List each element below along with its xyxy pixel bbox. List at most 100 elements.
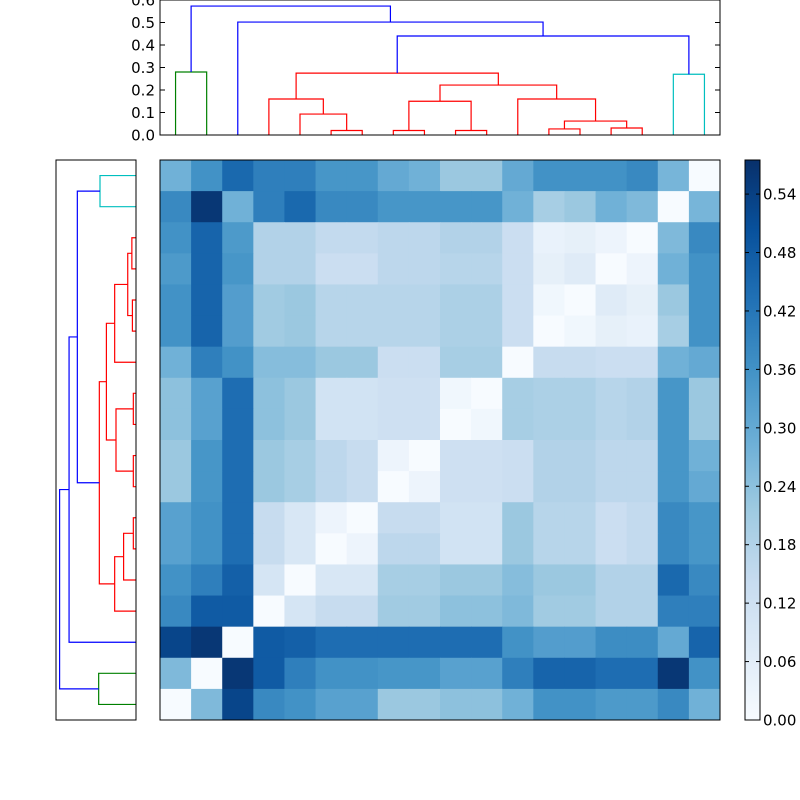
heatmap-cell: [253, 346, 285, 379]
heatmap-cell: [626, 253, 659, 285]
heatmap-cell: [222, 346, 254, 379]
heatmap-cell: [191, 253, 223, 285]
heatmap-cell: [471, 657, 503, 690]
heatmap-cell: [688, 533, 721, 565]
heatmap-cell: [626, 284, 659, 317]
heatmap-cell: [315, 346, 348, 379]
heatmap-cell: [222, 688, 254, 721]
heatmap-cell: [253, 626, 285, 659]
dendrogram-link: [299, 113, 348, 135]
heatmap-cell: [346, 595, 379, 628]
heatmap-cell: [564, 626, 597, 659]
heatmap-cell: [688, 688, 721, 721]
heatmap-cell: [564, 408, 597, 441]
heatmap-cell: [315, 626, 348, 659]
dendrogram-link: [610, 127, 643, 135]
heatmap-cell: [346, 564, 379, 597]
heatmap-cell: [315, 688, 348, 721]
heatmap-cell: [346, 222, 379, 254]
heatmap-cell: [502, 377, 534, 410]
heatmap-cell: [688, 626, 721, 659]
heatmap-cell: [160, 284, 192, 317]
heatmap-cell: [253, 440, 285, 472]
dendrogram-link: [454, 129, 488, 135]
heatmap-cell: [160, 502, 192, 534]
heatmap-cell: [160, 657, 192, 690]
colorbar-tick-label: 0.36: [763, 361, 796, 379]
heatmap-cell: [160, 346, 192, 379]
heatmap-cell: [160, 626, 192, 659]
heatmap-cell: [688, 191, 721, 223]
heatmap-cell: [408, 626, 441, 659]
heatmap-cell: [191, 408, 223, 441]
heatmap-cell: [657, 533, 690, 565]
heatmap-cell: [284, 346, 317, 379]
heatmap-cell: [502, 502, 534, 534]
heatmap-cell: [160, 440, 192, 472]
heatmap-cell: [564, 595, 597, 628]
heatmap-cell: [657, 471, 690, 503]
dendrogram-link: [396, 35, 690, 75]
heatmap-cell: [160, 408, 192, 441]
heatmap-cell: [191, 160, 223, 192]
colorbar-tick-label: 0.48: [763, 244, 796, 262]
heatmap-cell: [160, 564, 192, 597]
row-dendrogram-link: [58, 488, 99, 690]
heatmap-cell: [222, 408, 254, 441]
heatmap-cell: [657, 657, 690, 690]
heatmap-cell: [408, 284, 441, 317]
dendrogram-link: [548, 128, 581, 135]
heatmap-cell: [502, 471, 534, 503]
heatmap-cell: [626, 377, 659, 410]
heatmap-cell: [626, 222, 659, 254]
heatmap-cell: [253, 502, 285, 534]
heatmap-cell: [564, 315, 597, 348]
heatmap-cell: [377, 408, 410, 441]
heatmap-cell: [253, 377, 285, 410]
heatmap-cell: [191, 533, 223, 565]
heatmap-cell: [253, 160, 285, 192]
heatmap-cell: [222, 377, 254, 410]
heatmap-cell: [440, 626, 472, 659]
heatmap-cell: [191, 564, 223, 597]
colorbar-tick-label: 0.24: [763, 478, 796, 496]
heatmap-cell: [688, 408, 721, 441]
heatmap-cell: [471, 408, 503, 441]
heatmap-cell: [533, 346, 565, 379]
heatmap-cell: [222, 284, 254, 317]
heatmap-cell: [533, 222, 565, 254]
row-dendrogram-frame: [55, 159, 137, 721]
heatmap-cell: [253, 471, 285, 503]
heatmap-cell: [284, 502, 317, 534]
dendrogram-link: [190, 5, 392, 72]
heatmap-cell: [315, 440, 348, 472]
heatmap-cell: [533, 191, 565, 223]
heatmap-cell: [408, 191, 441, 223]
heatmap-cell: [160, 160, 192, 192]
heatmap-cell: [657, 408, 690, 441]
heatmap-cell: [253, 222, 285, 254]
heatmap-cell: [657, 284, 690, 317]
heatmap-cell: [688, 564, 721, 597]
heatmap-cell: [377, 564, 410, 597]
heatmap-cell: [471, 502, 503, 534]
heatmap-cell: [315, 191, 348, 223]
heatmap-cell: [160, 222, 192, 254]
heatmap-cell: [377, 657, 410, 690]
heatmap-cell: [377, 346, 410, 379]
heatmap-cell: [626, 626, 659, 659]
heatmap-cell: [377, 595, 410, 628]
heatmap-cell: [595, 346, 628, 379]
heatmap-cell: [284, 657, 317, 690]
heatmap-cell: [284, 284, 317, 317]
heatmap-cell: [564, 471, 597, 503]
heatmap-cell: [657, 564, 690, 597]
heatmap-cell: [315, 657, 348, 690]
heatmap-cell: [626, 408, 659, 441]
heatmap-cell: [440, 160, 472, 192]
heatmap-cell: [284, 595, 317, 628]
heatmap-cell: [222, 191, 254, 223]
heatmap-cell: [533, 440, 565, 472]
heatmap-cell: [377, 315, 410, 348]
heatmap-cell: [346, 160, 379, 192]
